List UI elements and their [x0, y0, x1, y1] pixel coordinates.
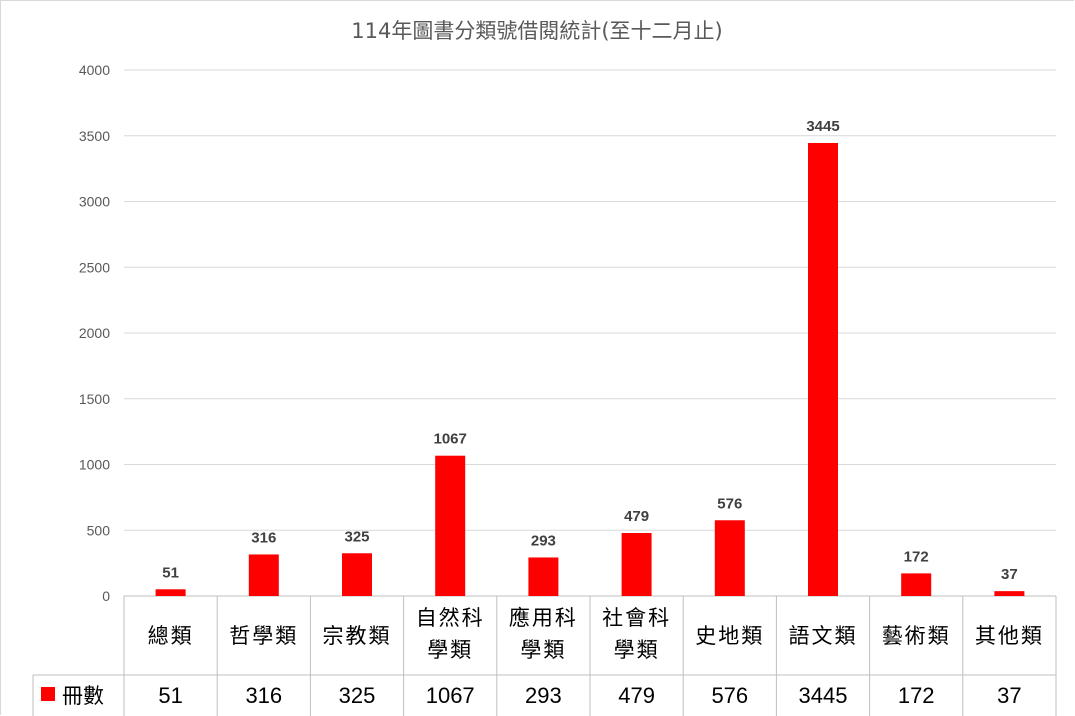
grid-layer: [124, 69, 1056, 597]
category-label: 其他類: [975, 624, 1044, 648]
category-label: 學類: [520, 638, 566, 662]
bar: [901, 573, 932, 596]
category-label: 總類: [148, 624, 194, 648]
data-label: 3445: [806, 118, 839, 135]
table-value-cell: 1067: [426, 683, 475, 708]
category-label: 宗教類: [323, 624, 392, 648]
table-value-cell: 37: [997, 683, 1021, 708]
table-value-cell: 293: [525, 683, 562, 708]
bar: [528, 557, 559, 596]
category-label: 語文類: [789, 624, 858, 648]
bar: [621, 533, 652, 596]
category-label: 哲學類: [229, 624, 298, 648]
data-label: 293: [531, 532, 556, 549]
chart-title: 114年圖書分類號借閱統計(至十二月止): [351, 19, 722, 43]
bar: [994, 591, 1025, 596]
bars: [155, 142, 1025, 597]
y-axis-ticks: 0 500 1000 1500 2000 2500 3000 3500 4000: [79, 62, 110, 604]
category-label: 學類: [614, 638, 660, 662]
table-value-cell: 576: [711, 683, 748, 708]
bar: [808, 142, 838, 597]
data-label: 316: [251, 529, 276, 546]
data-label: 172: [904, 548, 929, 565]
bar: [342, 553, 372, 596]
data-label: 51: [162, 564, 179, 581]
category-label: 藝術類: [882, 624, 951, 648]
legend-swatch: [41, 687, 55, 701]
data-label: 1067: [434, 431, 467, 448]
bar: [248, 554, 279, 596]
y-tick-label: 2500: [79, 259, 110, 275]
table-value-cell: 316: [245, 683, 282, 708]
y-tick-label: 1500: [79, 391, 110, 407]
data-label: 325: [344, 528, 369, 545]
y-tick-label: 3000: [79, 194, 110, 210]
data-label: 37: [1001, 566, 1018, 583]
data-label: 576: [717, 495, 742, 512]
table-value-cell: 172: [898, 683, 935, 708]
table-value-cell: 51: [158, 683, 182, 708]
y-tick-label: 0: [102, 588, 110, 604]
data-label: 479: [624, 508, 649, 525]
table-value-cell: 479: [618, 683, 655, 708]
category-label: 社會科: [602, 606, 671, 630]
category-label: 史地類: [695, 624, 764, 648]
legend-series-name: 冊數: [62, 684, 104, 708]
bar: [435, 455, 466, 596]
bar: [155, 589, 186, 596]
bar: [714, 520, 745, 596]
table-value-cell: 325: [339, 683, 376, 708]
category-label: 自然科: [416, 606, 485, 630]
data-labels: 51 316 325 1067 293 479 576 3445 172 37: [162, 118, 1017, 583]
y-tick-label: 3500: [79, 128, 110, 144]
y-tick-label: 4000: [79, 62, 110, 78]
table-value-cell: 3445: [799, 683, 848, 708]
category-label: 學類: [427, 638, 473, 662]
y-tick-label: 500: [87, 522, 111, 538]
category-label: 應用科: [509, 606, 578, 630]
y-tick-label: 2000: [79, 325, 110, 341]
y-tick-label: 1000: [79, 457, 110, 473]
